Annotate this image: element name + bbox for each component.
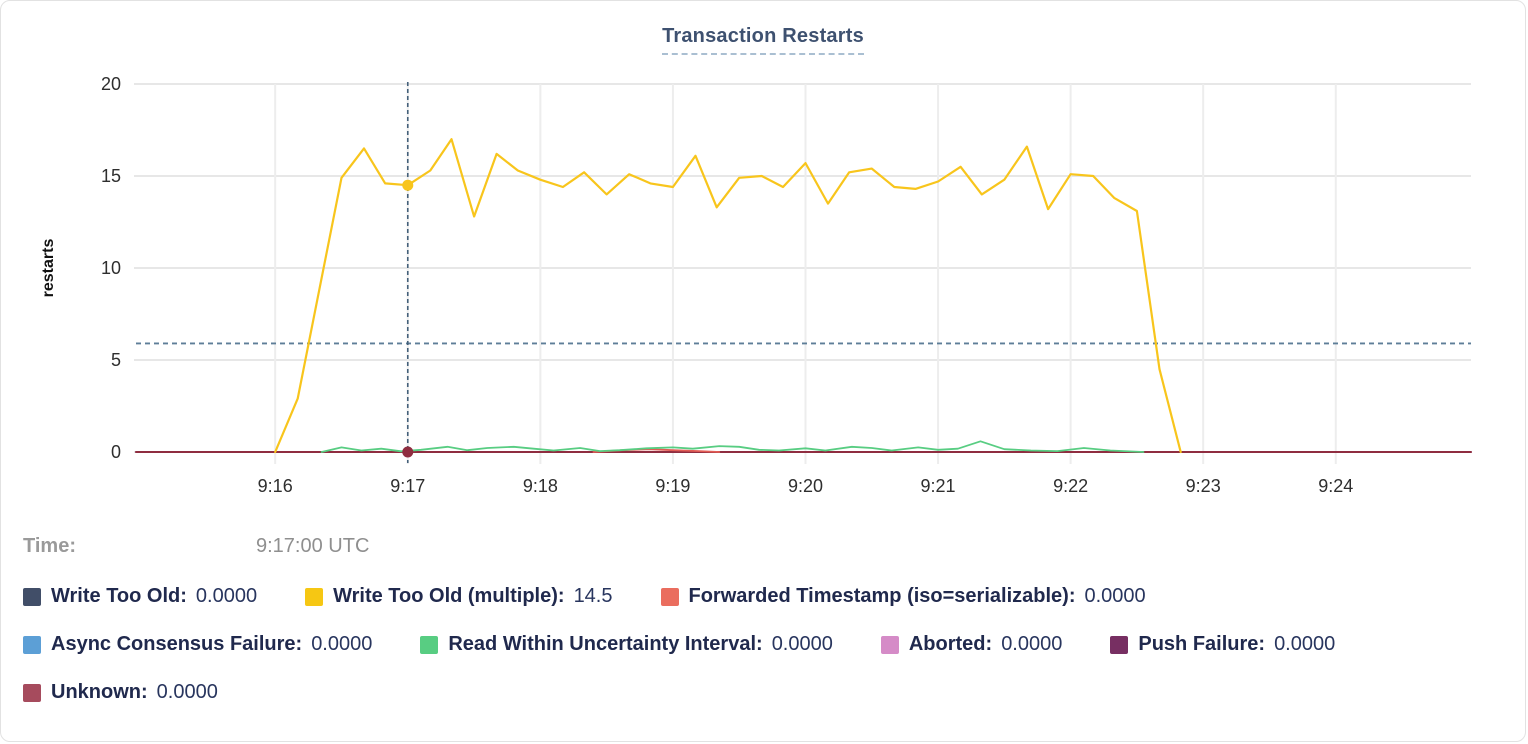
legend-value: 0.0000	[156, 681, 218, 703]
time-label: Time:	[23, 535, 76, 557]
legend-swatch-write-too-old-multiple	[305, 587, 324, 606]
legend-value: 0.0000	[311, 633, 373, 655]
legend-item-push-failure: Push Failure: 0.0000	[1110, 633, 1335, 656]
legend-label: Write Too Old (multiple):	[333, 585, 565, 607]
legend-item-read-within-uncertainty-interval: Read Within Uncertainty Interval: 0.0000	[420, 633, 833, 656]
legend-label: Async Consensus Failure:	[51, 633, 303, 655]
legend-swatch-push-failure	[1110, 635, 1129, 654]
legend-item-aborted: Aborted: 0.0000	[880, 633, 1063, 656]
x-tick-label: 9:17	[390, 476, 425, 496]
chart-header: Transaction Restarts	[1, 25, 1525, 55]
chart-legend: Write Too Old: 0.0000 Write Too Old (multi…	[23, 585, 1489, 704]
legend-item-write-too-old: Write Too Old: 0.0000	[23, 585, 257, 608]
legend-value: 0.0000	[1084, 585, 1146, 607]
chart-plot-area[interactable]: 0 5 10 15 20 9:16 9:17 9:18 9:19 9:20 9:21 9:22 9:23…	[1, 1, 1526, 513]
legend-label: Push Failure:	[1138, 633, 1266, 655]
legend-value: 0.0000	[771, 633, 833, 655]
legend-item-unknown: Unknown: 0.0000	[23, 681, 218, 704]
y-tick-label: 5	[111, 350, 121, 370]
y-tick-label: 0	[111, 442, 121, 462]
y-tick-label: 10	[101, 258, 121, 278]
legend-label: Write Too Old:	[51, 585, 187, 607]
legend-label: Unknown:	[51, 681, 148, 703]
chart-title[interactable]: Transaction Restarts	[662, 25, 864, 55]
hover-dot-write-too-old-multiple	[402, 179, 414, 191]
legend-label: Read Within Uncertainty Interval:	[448, 633, 763, 655]
legend-value: 0.0000	[195, 585, 258, 607]
legend-item-write-too-old-multiple: Write Too Old (multiple): 14.5	[305, 585, 613, 608]
legend-value: 14.5	[573, 585, 613, 607]
series-line-write-too-old-multiple	[274, 138, 1182, 454]
legend-item-async-consensus-failure: Async Consensus Failure: 0.0000	[23, 633, 372, 656]
legend-swatch-forwarded-timestamp-iso-serializable	[660, 587, 679, 606]
legend-item-forwarded-timestamp-iso-serializable: Forwarded Timestamp (iso=serializable): 0…	[660, 585, 1146, 608]
legend-swatch-aborted	[880, 635, 899, 654]
x-tick-label: 9:16	[258, 476, 293, 496]
y-axis-label: restarts	[40, 239, 57, 298]
time-value: 9:17:00 UTC	[256, 535, 370, 557]
x-tick-label: 9:22	[1053, 476, 1088, 496]
series-line-read-within-uncertainty-interval	[320, 440, 1145, 453]
legend-label: Aborted:	[908, 633, 993, 655]
legend-swatch-write-too-old	[23, 587, 41, 606]
legend-swatch-read-within-uncertainty-interval	[420, 635, 439, 654]
legend-swatch-unknown	[23, 683, 41, 702]
hover-dot-unknown	[402, 446, 414, 458]
legend-value: 0.0000	[1001, 633, 1063, 655]
y-tick-label: 20	[101, 74, 121, 94]
x-tick-label: 9:18	[523, 476, 558, 496]
hover-time-row: Time: 9:17:00 UTC	[23, 535, 623, 561]
legend-label: Forwarded Timestamp (iso=serializable):	[688, 585, 1076, 607]
legend-swatch-async-consensus-failure	[23, 635, 41, 654]
x-tick-label: 9:20	[788, 476, 823, 496]
x-tick-label: 9:21	[921, 476, 956, 496]
x-tick-label: 9:19	[655, 476, 690, 496]
x-tick-label: 9:24	[1318, 476, 1353, 496]
x-tick-label: 9:23	[1186, 476, 1221, 496]
legend-value: 0.0000	[1274, 633, 1336, 655]
y-tick-label: 15	[101, 166, 121, 186]
